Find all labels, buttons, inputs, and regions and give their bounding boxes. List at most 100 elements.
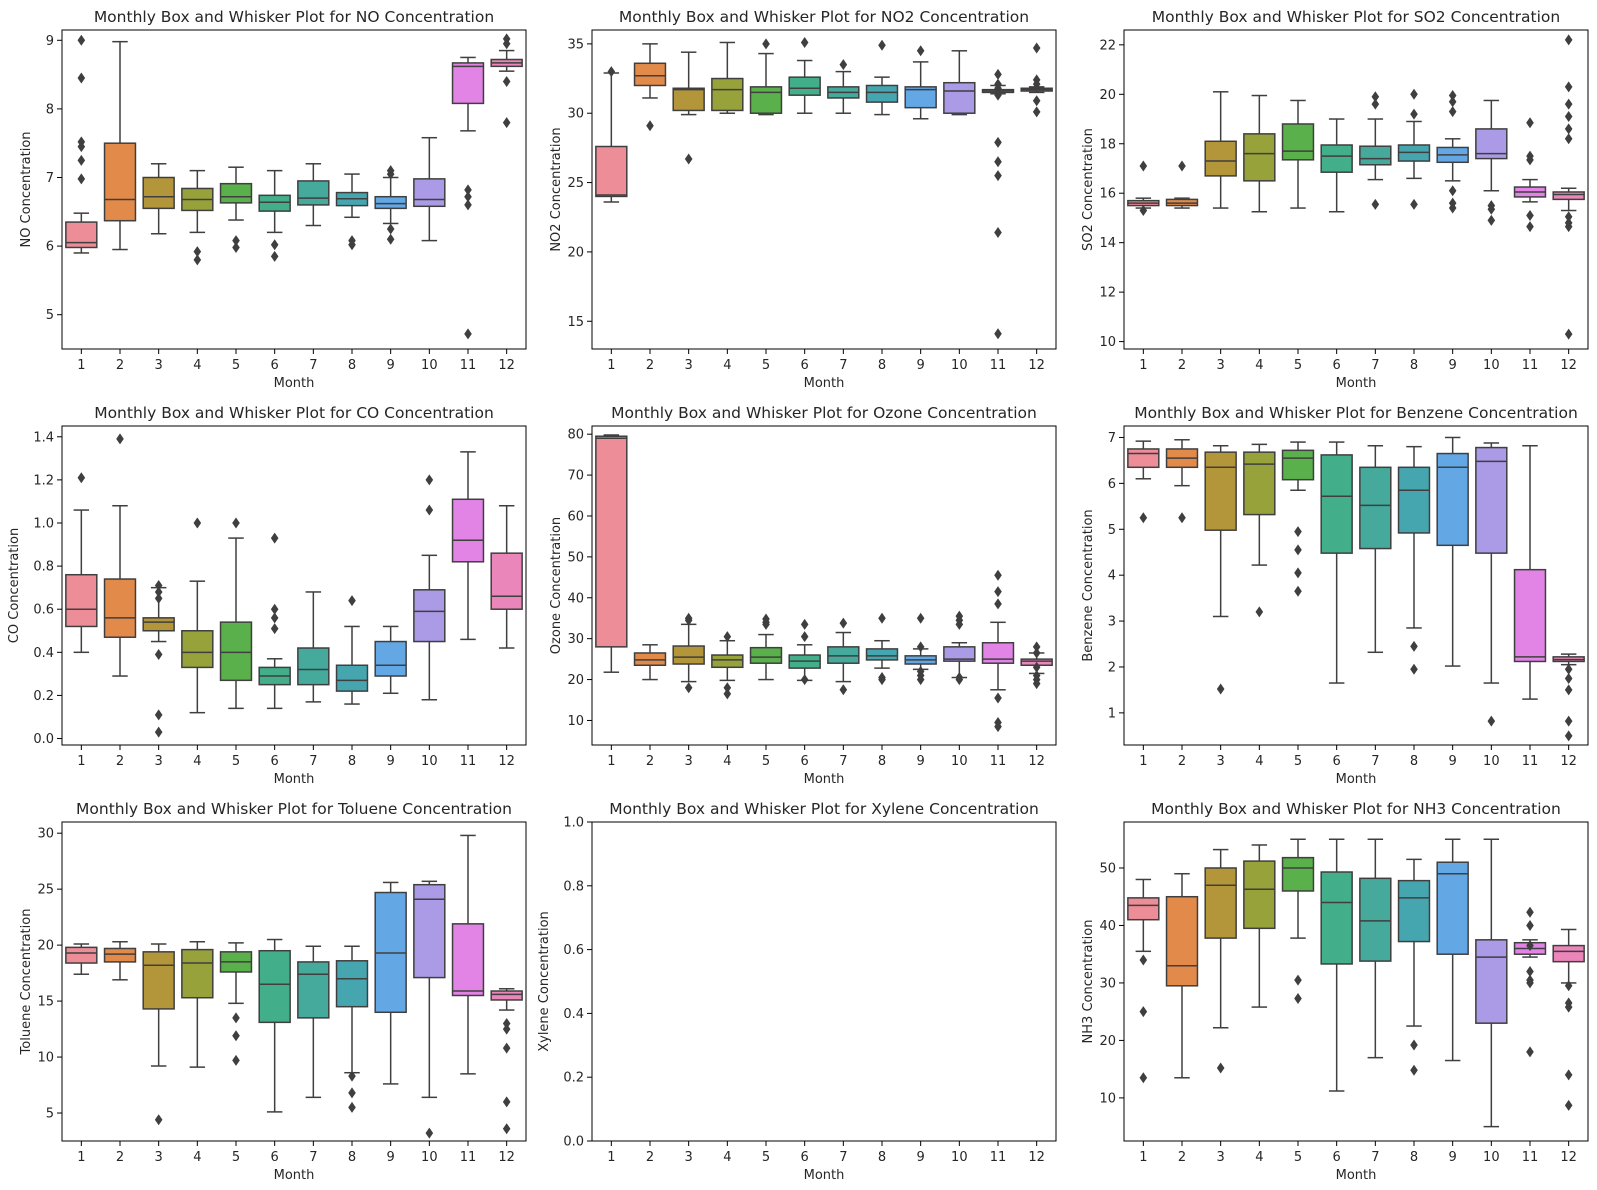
- chart-panel-7: Monthly Box and Whisker Plot for Toluene…: [19, 800, 527, 1183]
- iqr-box: [1320, 144, 1353, 173]
- box-month-11: [451, 56, 485, 340]
- box-month-12: [1552, 34, 1585, 340]
- iqr-box: [749, 86, 783, 114]
- outlier-marker: [839, 59, 848, 71]
- y-tick-label: 0.8: [563, 879, 584, 894]
- iqr-box: [865, 84, 899, 103]
- x-tick-label: 10: [421, 358, 438, 373]
- iqr-box: [1436, 452, 1469, 547]
- outlier-marker: [270, 250, 279, 262]
- box-month-8: [335, 945, 369, 1113]
- outlier-marker: [1487, 715, 1496, 727]
- box-month-11: [981, 68, 1015, 340]
- y-tick-label: 35: [567, 37, 584, 52]
- x-tick-label: 12: [1560, 1150, 1577, 1165]
- outlier-marker: [464, 199, 472, 211]
- x-tick-label: 2: [646, 1150, 654, 1165]
- outlier-marker: [916, 641, 925, 653]
- y-tick-label: 20: [1099, 1034, 1116, 1049]
- outlier-marker: [1564, 715, 1573, 727]
- outlier-marker: [1371, 91, 1380, 103]
- x-tick-label: 2: [646, 358, 654, 373]
- box-month-12: [1552, 653, 1585, 742]
- outlier-marker: [1139, 205, 1148, 217]
- x-tick-label: 8: [348, 1150, 356, 1165]
- iqr-box: [711, 77, 744, 112]
- box-month-10: [413, 136, 446, 242]
- box-month-8: [1397, 445, 1431, 675]
- x-tick-label: 10: [1483, 754, 1500, 769]
- x-tick-label: 1: [607, 358, 615, 373]
- y-tick-label: 15: [567, 315, 584, 330]
- box-month-3: [672, 51, 705, 165]
- y-tick-label: 30: [37, 827, 54, 842]
- axes-frame: [61, 29, 527, 350]
- outlier-marker: [762, 38, 770, 50]
- outlier-marker: [1487, 214, 1496, 226]
- outlier-marker: [800, 618, 809, 630]
- outlier-marker: [77, 472, 86, 484]
- iqr-box: [943, 81, 976, 114]
- outlier-marker: [800, 674, 809, 686]
- outlier-marker: [386, 223, 395, 235]
- outlier-marker: [1564, 34, 1573, 46]
- iqr-box: [1204, 451, 1237, 531]
- iqr-box: [65, 221, 98, 249]
- outlier-marker: [232, 517, 240, 529]
- axes-frame: [591, 425, 1057, 746]
- x-tick-label: 7: [839, 754, 847, 769]
- axes-frame: [61, 821, 527, 1142]
- x-tick-label: 2: [1178, 754, 1186, 769]
- box-month-7: [1359, 91, 1392, 210]
- box-month-8: [1397, 858, 1431, 1076]
- x-tick-label: 2: [116, 754, 124, 769]
- x-axis-label: Month: [1336, 1168, 1377, 1183]
- x-tick-label: 7: [309, 358, 317, 373]
- x-tick-label: 6: [1333, 358, 1341, 373]
- iqr-box: [788, 76, 821, 96]
- x-tick-label: 5: [232, 1150, 240, 1165]
- outlier-marker: [270, 532, 279, 544]
- iqr-box: [943, 646, 976, 662]
- x-tick-label: 4: [1255, 754, 1263, 769]
- outlier-marker: [1526, 919, 1534, 931]
- outlier-marker: [502, 117, 511, 129]
- y-tick-label: 10: [1099, 335, 1116, 350]
- iqr-box: [1127, 897, 1160, 921]
- x-tick-label: 3: [685, 358, 693, 373]
- outlier-marker: [464, 328, 472, 340]
- outlier-marker: [1448, 96, 1457, 108]
- x-tick-label: 11: [990, 1150, 1007, 1165]
- x-tick-label: 10: [951, 1150, 968, 1165]
- x-tick-label: 9: [917, 358, 925, 373]
- outlier-marker: [684, 153, 693, 165]
- box-month-9: [904, 612, 937, 686]
- outlier-marker: [1564, 211, 1573, 223]
- outlier-marker: [1032, 678, 1041, 690]
- outlier-marker: [955, 674, 964, 686]
- x-tick-label: 7: [309, 754, 317, 769]
- box-month-5: [1281, 99, 1315, 209]
- iqr-box: [142, 951, 175, 1010]
- outlier-marker: [348, 1087, 356, 1099]
- y-axis-label: CO Concentration: [7, 528, 22, 643]
- y-axis-label: NO2 Concentration: [549, 127, 564, 251]
- x-tick-label: 5: [1294, 1150, 1302, 1165]
- box-month-1: [65, 943, 98, 975]
- iqr-box: [451, 62, 485, 105]
- x-tick-label: 6: [271, 1150, 279, 1165]
- box-month-9: [1436, 90, 1469, 214]
- outlier-marker: [1564, 133, 1573, 145]
- x-axis-label: Month: [1336, 772, 1377, 787]
- outlier-marker: [1448, 106, 1457, 118]
- box-month-5: [1281, 441, 1315, 597]
- box-month-2: [1165, 160, 1199, 209]
- x-tick-label: 9: [1449, 754, 1457, 769]
- outlier-marker: [270, 603, 279, 615]
- y-axis-label: NH3 Concentration: [1081, 920, 1096, 1044]
- box-month-2: [103, 941, 137, 981]
- iqr-box: [297, 961, 330, 1019]
- box-month-4: [1243, 94, 1276, 213]
- outlier-marker: [1139, 1006, 1148, 1018]
